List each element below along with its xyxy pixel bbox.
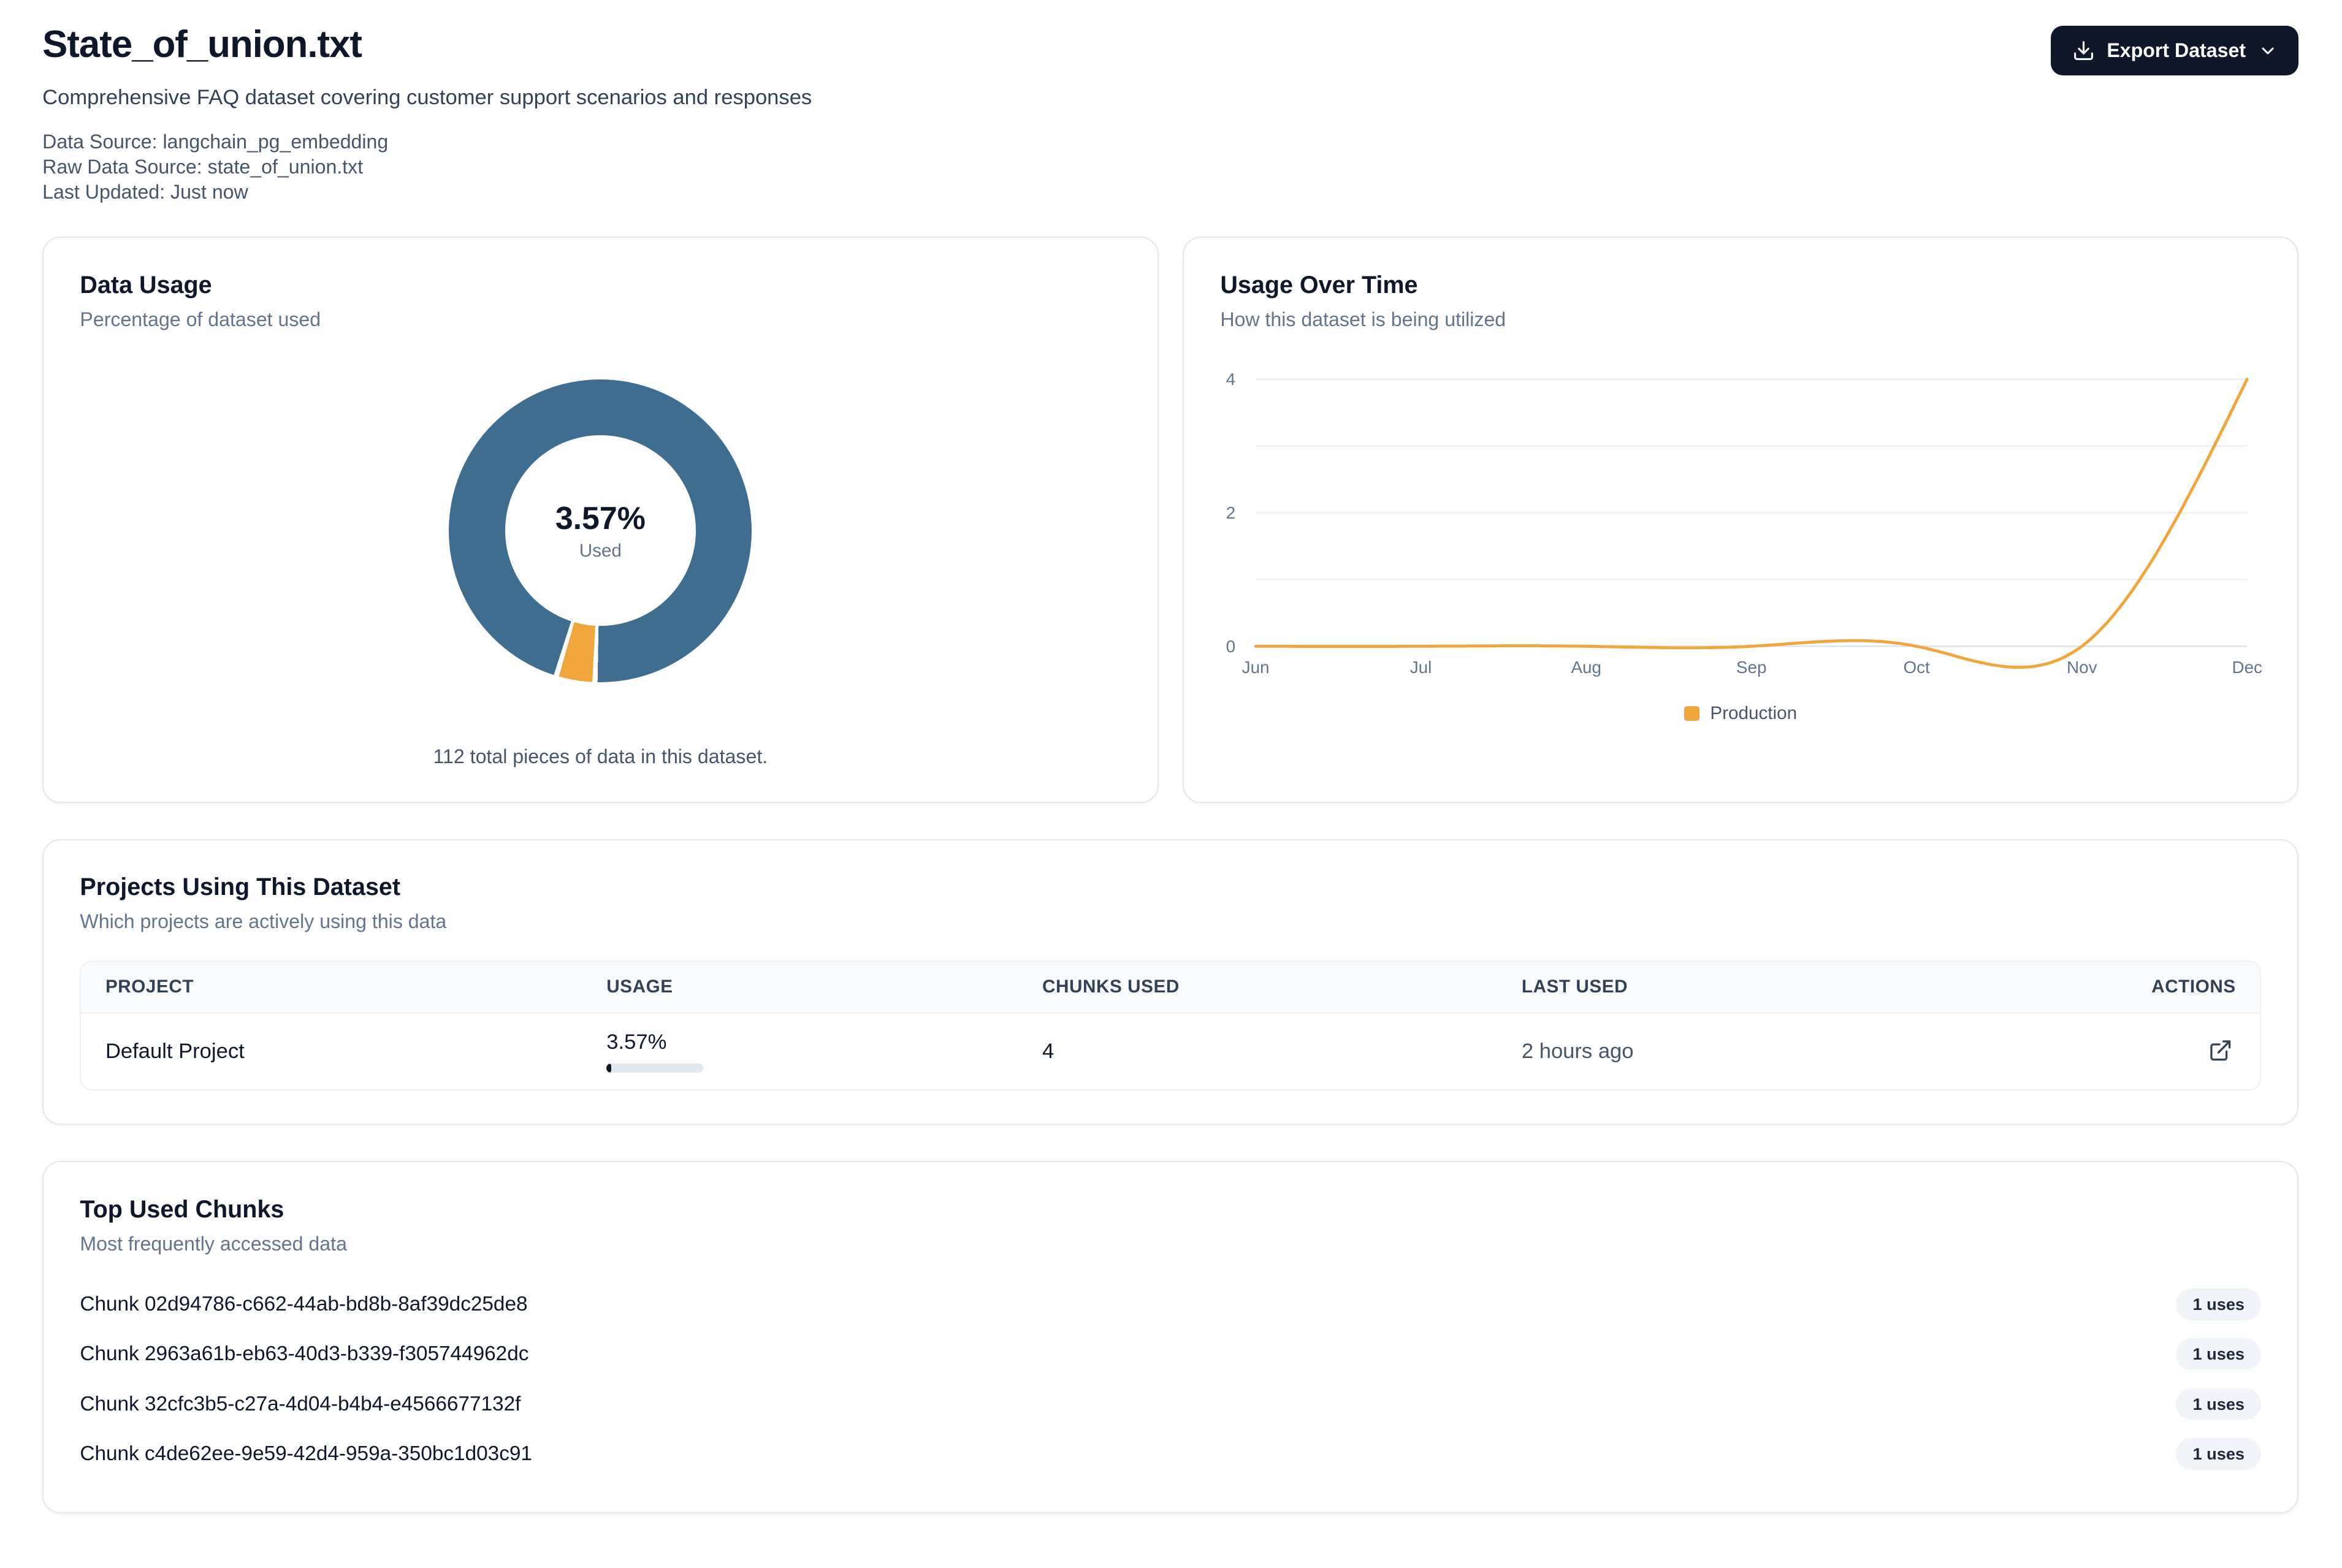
chunk-id-label: Chunk c4de62ee-9e59-42d4-959a-350bc1d03c… [80,1442,532,1465]
x-tick-label: Jun [1242,658,1270,677]
dataset-meta: Data Source: langchain_pg_embedding Raw … [42,129,812,205]
project-name-cell: Default Project [81,1012,582,1089]
chunks-title: Top Used Chunks [80,1195,284,1223]
x-tick-label: Nov [2067,658,2097,677]
projects-card: Projects Using This Dataset Which projec… [42,839,2299,1125]
x-tick-label: Jul [1410,658,1432,677]
projects-table: PROJECT USAGE CHUNKS USED LAST USED ACTI… [81,961,2260,1089]
meta-raw-data-source: Raw Data Source: state_of_union.txt [42,156,364,178]
grid-lines [1256,378,2248,647]
projects-subtitle: Which projects are actively using this d… [80,910,447,933]
chunks-card: Top Used Chunks Most frequently accessed… [42,1161,2299,1513]
column-header-last-used: LAST USED [1497,961,2042,1013]
y-tick-label: 0 [1226,637,1235,656]
usage-line-path [1254,378,2249,669]
table-row: Default Project 3.57% 4 2 hours ago [81,1012,2260,1089]
x-tick-label: Sep [1736,658,1767,677]
column-header-usage: USAGE [582,961,1018,1013]
meta-last-updated: Last Updated: Just now [42,181,248,204]
export-dataset-button[interactable]: Export Dataset [2051,25,2299,76]
chunk-list: Chunk 02d94786-c662-44ab-bd8b-8af39dc25d… [80,1279,2262,1479]
usage-percent-text: 3.57% [606,1030,667,1054]
y-axis-labels: 4 2 0 [1226,370,1235,656]
open-project-button[interactable] [2205,1035,2235,1065]
uses-badge: 1 uses [2176,1388,2262,1420]
actions-cell [2042,1012,2260,1089]
column-header-chunks-used: CHUNKS USED [1018,961,1498,1013]
chunk-id-label: Chunk 2963a61b-eb63-40d3-b339-f305744962… [80,1342,529,1366]
page-header: State_of_union.txt Comprehensive FAQ dat… [42,23,2299,205]
donut-center-label: Used [579,541,622,561]
usage-over-time-subtitle: How this dataset is being utilized [1220,308,1506,330]
chunks-subtitle: Most frequently accessed data [80,1232,347,1255]
page-title: State_of_union.txt [42,23,362,66]
donut-center-percent: 3.57% [555,500,646,536]
chunk-id-label: Chunk 02d94786-c662-44ab-bd8b-8af39dc25d… [80,1292,528,1315]
projects-table-wrap: PROJECT USAGE CHUNKS USED LAST USED ACTI… [80,960,2262,1090]
uses-badge: 1 uses [2176,1338,2262,1370]
usage-cell: 3.57% [582,1012,1018,1089]
x-tick-label: Dec [2232,658,2263,677]
meta-data-source: Data Source: langchain_pg_embedding [42,131,389,153]
data-usage-donut: 3.57% Used [449,379,752,682]
page-subtitle: Comprehensive FAQ dataset covering custo… [42,86,812,110]
legend-label-production: Production [1710,703,1798,724]
list-item: Chunk 2963a61b-eb63-40d3-b339-f305744962… [80,1329,2262,1379]
data-usage-subtitle: Percentage of dataset used [80,308,321,330]
page-header-text: State_of_union.txt Comprehensive FAQ dat… [42,23,812,205]
usage-progress-track [606,1063,704,1073]
donut-center: 3.57% Used [505,435,696,626]
usage-over-time-title: Usage Over Time [1220,271,1418,299]
data-usage-card: Data Usage Percentage of dataset used 3.… [42,237,1159,803]
last-used-cell: 2 hours ago [1497,1012,2042,1089]
usage-line-chart: 4 2 0 Jun Jul Aug Sep Oct Nov Dec [1226,370,2262,677]
usage-line-chart-area: 4 2 0 Jun Jul Aug Sep Oct Nov Dec [1220,361,2262,724]
list-item: Chunk 32cfc3b5-c27a-4d04-b4b4-e456667713… [80,1379,2262,1429]
usage-over-time-card: Usage Over Time How this dataset is bein… [1183,237,2299,803]
chart-legend: Production [1220,703,2261,724]
data-usage-caption: 112 total pieces of data in this dataset… [433,745,768,768]
x-axis-labels: Jun Jul Aug Sep Oct Nov Dec [1242,658,2262,677]
data-usage-title: Data Usage [80,271,212,299]
chunk-id-label: Chunk 32cfc3b5-c27a-4d04-b4b4-e456667713… [80,1392,521,1415]
external-link-icon [2210,1040,2231,1060]
list-item: Chunk c4de62ee-9e59-42d4-959a-350bc1d03c… [80,1429,2262,1479]
download-icon [2073,41,2093,61]
column-header-project: PROJECT [81,961,582,1013]
projects-table-header-row: PROJECT USAGE CHUNKS USED LAST USED ACTI… [81,961,2260,1013]
export-dataset-label: Export Dataset [2107,39,2246,62]
projects-title: Projects Using This Dataset [80,873,401,901]
y-tick-label: 4 [1226,370,1235,389]
chunks-used-cell: 4 [1018,1012,1498,1089]
chevron-down-icon [2262,47,2274,55]
legend-swatch-production [1684,706,1700,721]
uses-badge: 1 uses [2176,1438,2262,1470]
usage-progress-fill [606,1063,611,1073]
y-tick-label: 2 [1226,503,1235,522]
list-item: Chunk 02d94786-c662-44ab-bd8b-8af39dc25d… [80,1279,2262,1329]
x-tick-label: Aug [1571,658,1602,677]
donut-chart-wrap: 3.57% Used 112 total pieces of data in t… [80,379,1121,769]
top-cards-row: Data Usage Percentage of dataset used 3.… [42,237,2299,803]
x-tick-label: Oct [1904,658,1931,677]
uses-badge: 1 uses [2176,1288,2262,1320]
column-header-actions: ACTIONS [2042,961,2260,1013]
